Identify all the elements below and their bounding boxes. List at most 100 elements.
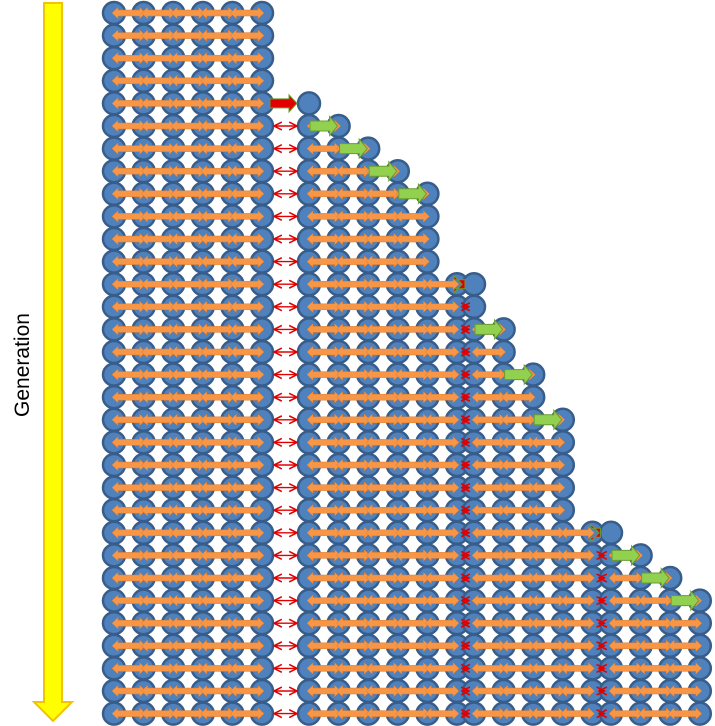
link-arrow [170, 707, 206, 720]
link-arrow [111, 594, 146, 607]
link-arrow [111, 503, 146, 517]
link-arrow [395, 503, 430, 517]
link-arrow [170, 277, 206, 291]
link-arrow [141, 436, 176, 449]
link-arrow [170, 164, 206, 178]
link-arrow [306, 232, 341, 246]
link-arrow [336, 436, 371, 449]
link-arrow [141, 323, 176, 336]
link-arrow [230, 51, 265, 65]
link-arrow [425, 300, 460, 314]
link-arrow [336, 594, 371, 607]
link-arrow [111, 187, 146, 201]
link-arrow [306, 639, 341, 653]
link-arrow [638, 662, 673, 675]
link-arrow [501, 390, 536, 404]
link-arrow [306, 436, 341, 449]
link-arrow [471, 503, 506, 517]
link-arrow [395, 300, 430, 314]
link-arrow [111, 639, 146, 653]
link-arrow [170, 97, 206, 110]
link-arrow [306, 503, 341, 517]
link-arrow [425, 594, 460, 607]
link-arrow [395, 390, 430, 404]
link-arrow [530, 503, 566, 517]
link-arrow [230, 187, 265, 201]
link-arrow [111, 436, 146, 449]
link-arrow [170, 594, 206, 607]
link-arrow [471, 571, 506, 585]
link-arrow [560, 549, 595, 562]
link-arrow [111, 345, 146, 359]
link-arrow [170, 29, 206, 42]
link-arrow [306, 187, 341, 201]
link-arrow [336, 300, 371, 314]
link-arrow [638, 707, 673, 720]
link-arrow [365, 526, 401, 540]
link-arrow [141, 119, 176, 133]
link-arrow [608, 571, 643, 585]
link-arrow [336, 413, 371, 427]
link-arrow [111, 458, 146, 472]
link-arrow [200, 323, 235, 336]
spawn-arrow [533, 408, 563, 431]
link-arrow [471, 368, 506, 381]
link-arrow [425, 684, 460, 698]
link-arrow [141, 368, 176, 381]
link-arrow [230, 119, 265, 133]
link-arrow [471, 549, 506, 562]
spawn-arrow [670, 589, 700, 612]
link-arrow [200, 97, 235, 110]
link-arrow [471, 594, 506, 607]
link-arrow [638, 616, 673, 630]
link-arrow [170, 368, 206, 381]
link-arrow [141, 142, 176, 155]
link-arrow [336, 255, 371, 268]
link-arrow [501, 481, 536, 494]
link-arrow [111, 413, 146, 427]
link-arrow [425, 549, 460, 562]
spawn-arrow [309, 115, 339, 137]
link-arrow [111, 300, 146, 314]
link-arrow [111, 29, 146, 42]
link-arrow [667, 662, 703, 675]
link-arrow [365, 639, 401, 653]
link-arrow [111, 481, 146, 494]
node [296, 91, 322, 116]
link-arrow [395, 662, 430, 675]
link-arrow [667, 684, 703, 698]
link-arrow [170, 255, 206, 268]
link-arrow [667, 639, 703, 653]
link-arrow [395, 616, 430, 630]
link-arrow [501, 549, 536, 562]
link-arrow [141, 390, 176, 404]
link-arrow [365, 345, 401, 359]
link-arrow [111, 390, 146, 404]
link-arrow [111, 97, 146, 110]
link-arrow [170, 210, 206, 223]
link-arrow [425, 481, 460, 494]
link-arrow [530, 707, 566, 720]
link-arrow [200, 571, 235, 585]
link-arrow [200, 6, 235, 20]
link-arrow [141, 571, 176, 585]
link-arrow [200, 51, 235, 65]
link-arrow [425, 458, 460, 472]
link-arrow [230, 526, 265, 540]
link-arrow [365, 684, 401, 698]
link-arrow [200, 526, 235, 540]
link-arrow [365, 436, 401, 449]
link-arrow [141, 594, 176, 607]
link-arrow [111, 662, 146, 675]
link-arrow [141, 164, 176, 178]
link-arrow [425, 571, 460, 585]
link-arrow [336, 187, 371, 201]
link-arrow [471, 707, 506, 720]
link-arrow [230, 29, 265, 42]
link-arrow [111, 255, 146, 268]
spawn-arrow [368, 160, 398, 183]
link-arrow [530, 549, 566, 562]
link-arrow [170, 549, 206, 562]
link-arrow [230, 594, 265, 607]
